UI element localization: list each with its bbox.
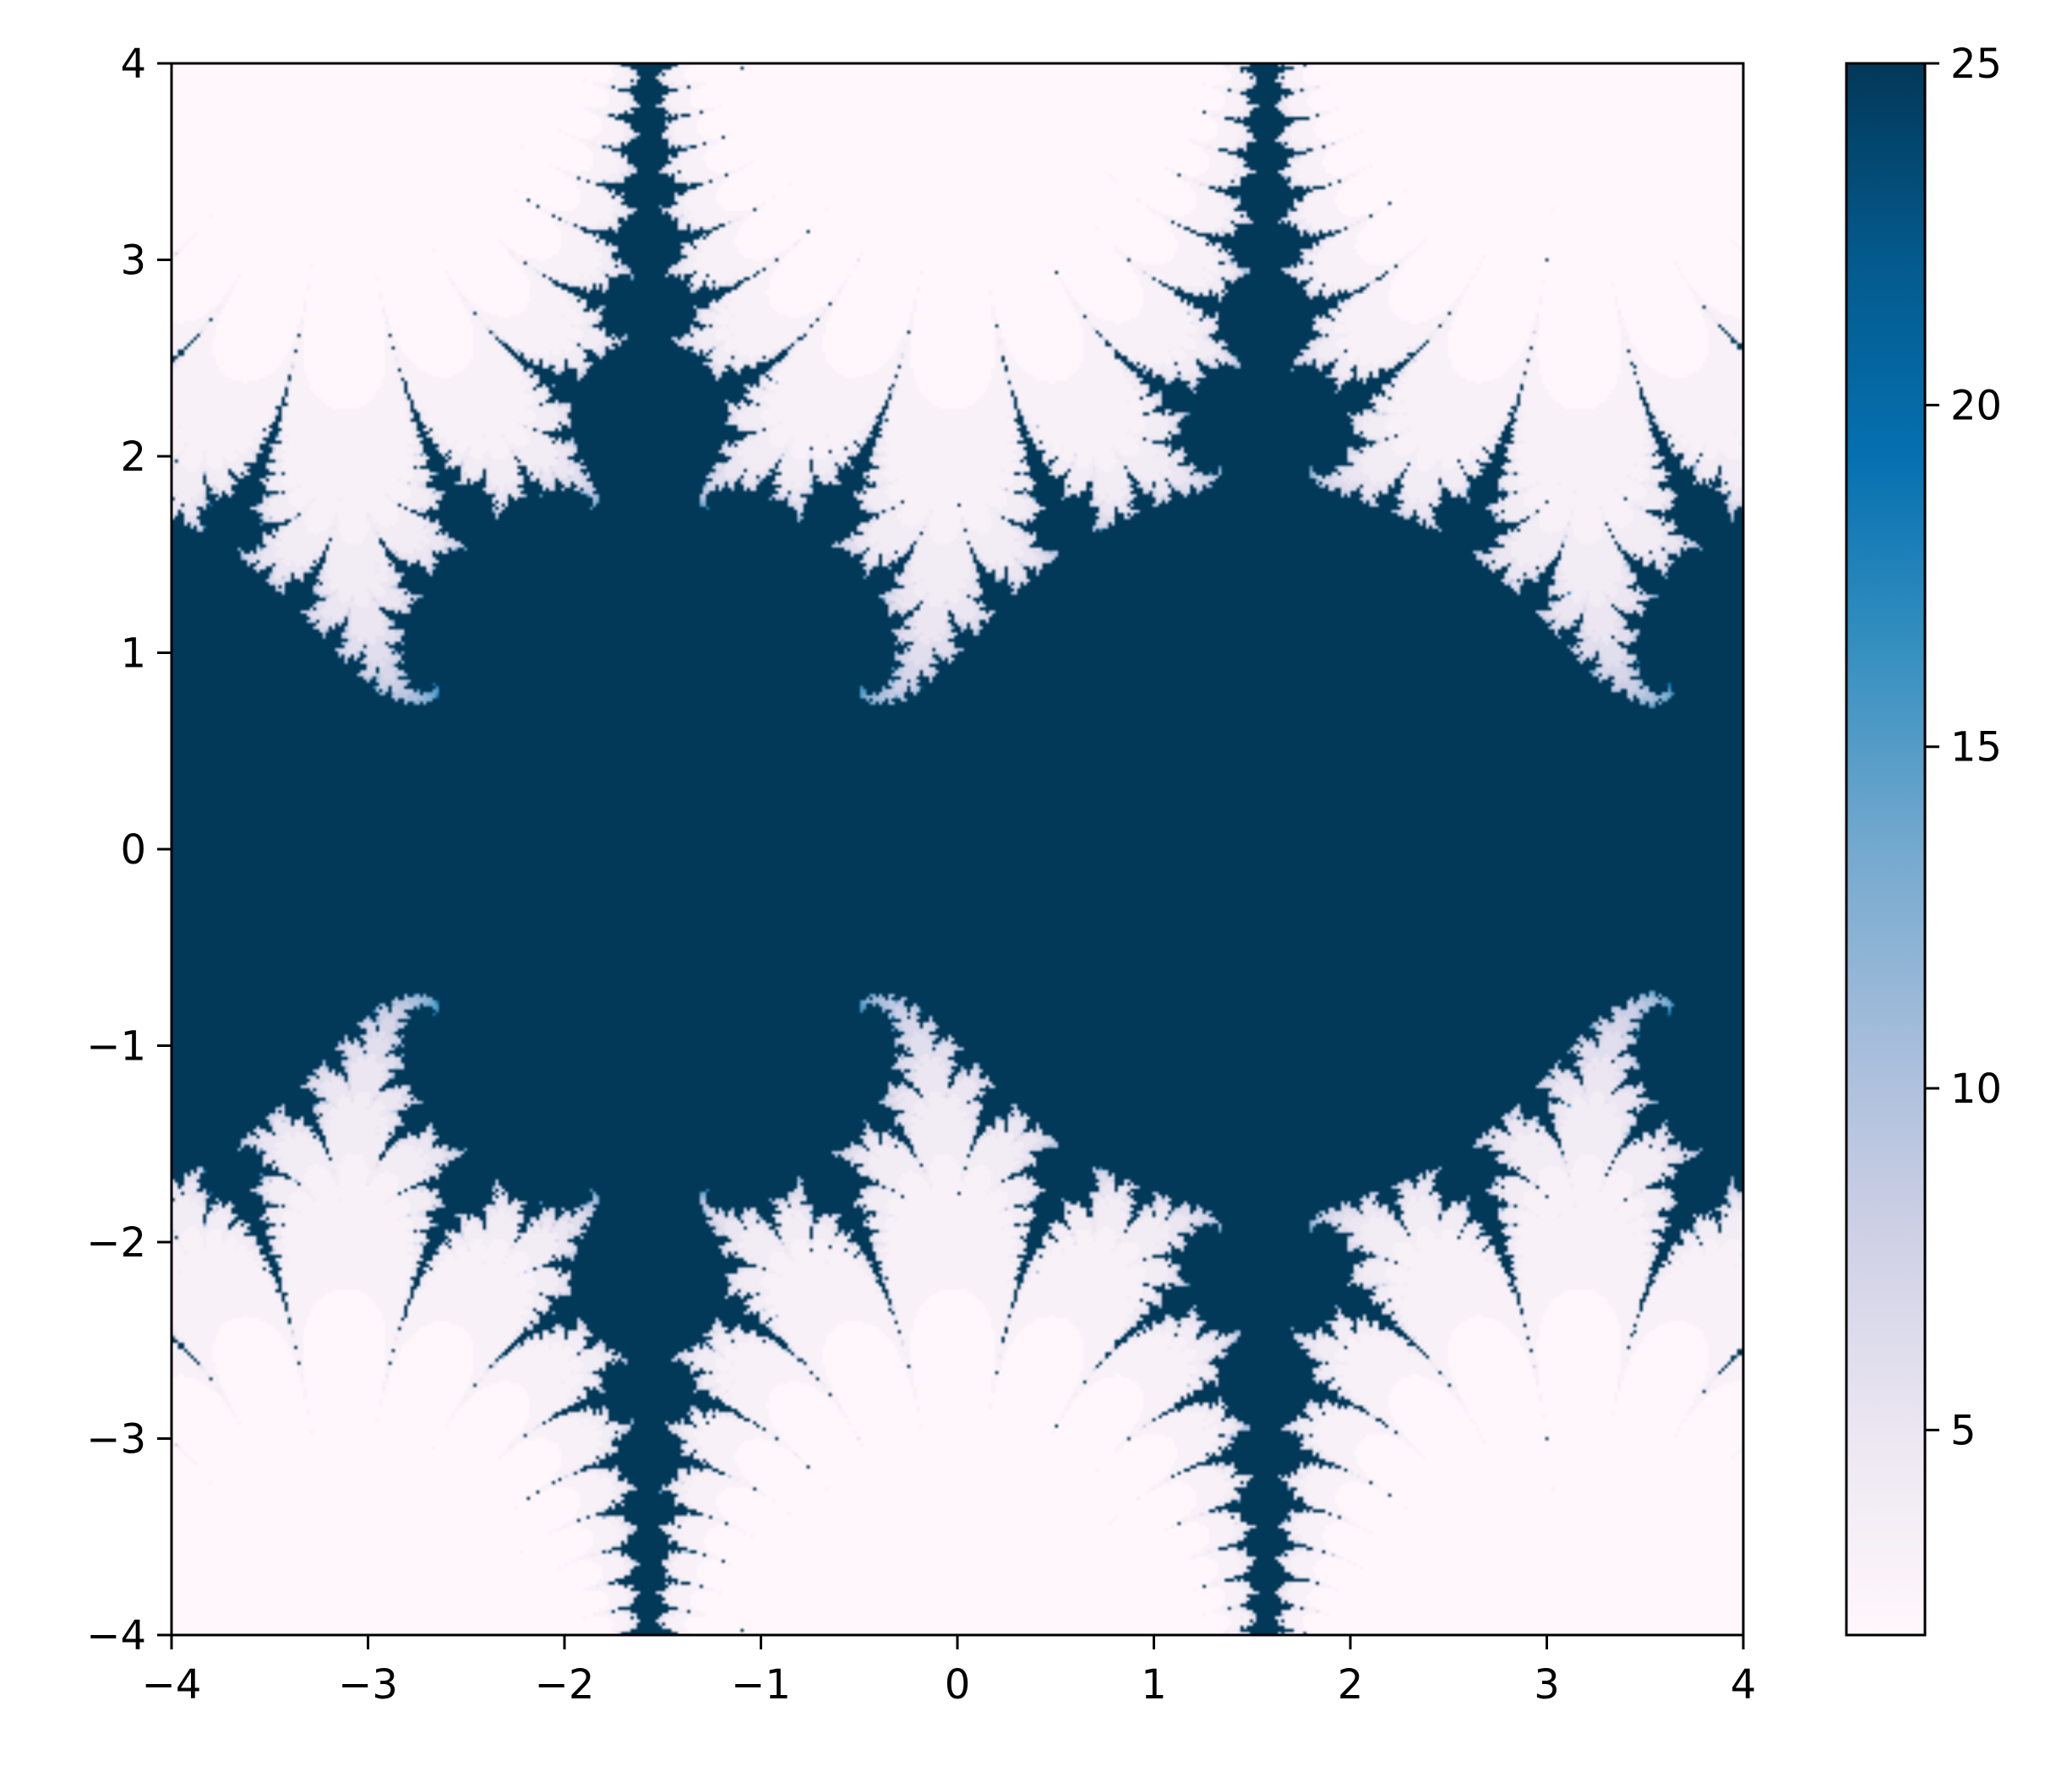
x-tick-label: −1: [731, 1661, 791, 1709]
x-tick-label: 0: [945, 1661, 971, 1709]
heatmap-image: [172, 63, 1743, 1635]
x-tick-label: −4: [142, 1661, 202, 1709]
y-tick-label: 1: [120, 630, 146, 678]
y-tick-label: −1: [86, 1023, 146, 1071]
colorbar-frame: [1845, 62, 1927, 1637]
colorbar-tick-label: 20: [1950, 382, 2002, 429]
y-tick-label: −3: [86, 1416, 146, 1463]
y-tick-label: 0: [120, 826, 146, 874]
y-tick-label: −4: [86, 1612, 146, 1660]
x-tick-label: 3: [1534, 1661, 1560, 1709]
colorbar-tick-label: 10: [1950, 1066, 2002, 1113]
x-tick-label: −2: [535, 1661, 595, 1709]
y-tick-label: 2: [120, 433, 146, 481]
x-tick-label: −3: [338, 1661, 398, 1709]
y-tick-label: 3: [120, 237, 146, 285]
colorbar-tick-label: 25: [1950, 41, 2002, 88]
x-tick-label: 4: [1731, 1661, 1757, 1709]
y-tick-label: −2: [86, 1219, 146, 1267]
plot-area: [172, 63, 1743, 1635]
x-axis: −4 −3 −2 −1 0 1 2 3 4: [142, 1635, 1757, 1709]
colorbar-axis: 5 10 15 20 25: [1925, 41, 2002, 1454]
colorbar-tick-label: 5: [1950, 1407, 1977, 1454]
x-tick-label: 1: [1141, 1661, 1167, 1709]
colorbar: [1846, 63, 1925, 1635]
x-tick-label: 2: [1338, 1661, 1364, 1709]
colorbar-tick-label: 15: [1950, 724, 2002, 771]
y-tick-label: 4: [120, 41, 146, 88]
y-axis: −4 −3 −2 −1 0 1 2 3 4: [86, 41, 172, 1660]
